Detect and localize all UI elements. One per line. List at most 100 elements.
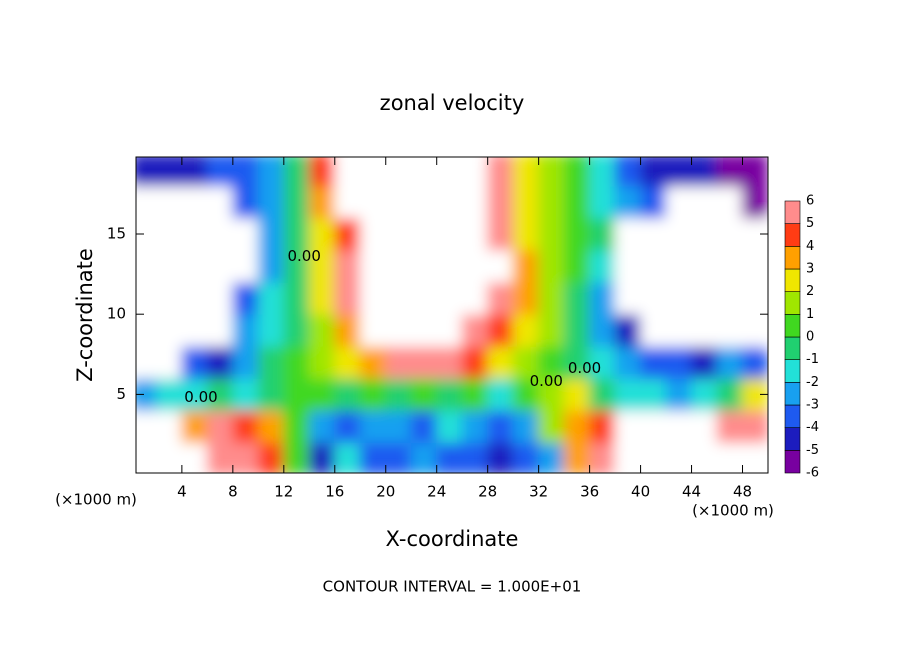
cell bbox=[334, 185, 361, 219]
cell bbox=[206, 217, 234, 251]
cell bbox=[461, 249, 489, 283]
cell bbox=[716, 157, 744, 187]
cell bbox=[232, 409, 259, 444]
cell bbox=[206, 442, 234, 473]
x-tick-label: 20 bbox=[376, 483, 395, 501]
cell bbox=[512, 377, 540, 411]
cell bbox=[232, 157, 259, 187]
cell bbox=[461, 409, 489, 444]
cell bbox=[538, 345, 565, 379]
cells bbox=[136, 157, 768, 473]
cell bbox=[334, 217, 361, 251]
cell bbox=[589, 185, 616, 219]
cell bbox=[181, 217, 208, 251]
contour-label: 0.00 bbox=[568, 359, 601, 377]
cell bbox=[716, 313, 744, 347]
cell bbox=[181, 281, 208, 315]
cell bbox=[563, 313, 591, 347]
cell bbox=[257, 185, 285, 219]
colorbar-label: -5 bbox=[806, 443, 819, 458]
cell bbox=[742, 249, 768, 283]
cell bbox=[589, 157, 616, 187]
cell bbox=[283, 409, 310, 444]
cell bbox=[487, 249, 514, 283]
colorbar-swatch bbox=[784, 404, 801, 428]
cell bbox=[359, 185, 387, 219]
cell bbox=[640, 217, 667, 251]
cell bbox=[257, 442, 285, 473]
cell bbox=[410, 157, 438, 187]
cell bbox=[359, 217, 387, 251]
cell bbox=[563, 345, 591, 379]
cell bbox=[257, 249, 285, 283]
cell bbox=[155, 157, 183, 187]
colorbar-label: -4 bbox=[806, 420, 819, 435]
cell bbox=[512, 185, 540, 219]
cell bbox=[206, 345, 234, 379]
field bbox=[136, 157, 768, 473]
cell bbox=[308, 345, 336, 379]
cell bbox=[359, 442, 387, 473]
cell bbox=[334, 157, 361, 187]
cell bbox=[334, 377, 361, 411]
cell bbox=[512, 442, 540, 473]
cell bbox=[487, 185, 514, 219]
cell bbox=[410, 377, 438, 411]
cell bbox=[283, 377, 310, 411]
cell bbox=[334, 345, 361, 379]
cell bbox=[640, 281, 667, 315]
cell bbox=[410, 313, 438, 347]
cell bbox=[136, 313, 157, 347]
x-unit: (×1000 m) bbox=[55, 491, 137, 509]
cell bbox=[283, 249, 310, 283]
cell bbox=[283, 281, 310, 315]
colorbar-swatch bbox=[784, 336, 801, 360]
cell bbox=[410, 281, 438, 315]
cell bbox=[257, 281, 285, 315]
cell bbox=[563, 281, 591, 315]
colorbar-swatch bbox=[784, 291, 801, 315]
cell bbox=[487, 377, 514, 411]
cell bbox=[665, 377, 693, 411]
cell bbox=[181, 249, 208, 283]
cell bbox=[487, 217, 514, 251]
cell bbox=[436, 157, 463, 187]
cell bbox=[614, 442, 642, 473]
cell bbox=[691, 313, 718, 347]
cell bbox=[436, 217, 463, 251]
cell bbox=[232, 313, 259, 347]
cell bbox=[436, 281, 463, 315]
cell bbox=[563, 157, 591, 187]
colorbar-swatch bbox=[784, 200, 801, 224]
cell bbox=[308, 217, 336, 251]
colorbar-label: 1 bbox=[806, 307, 814, 322]
cell bbox=[155, 281, 183, 315]
cell bbox=[589, 313, 616, 347]
cell bbox=[640, 377, 667, 411]
cell bbox=[232, 185, 259, 219]
x-tick-label: 8 bbox=[228, 483, 238, 501]
cell bbox=[283, 157, 310, 187]
cell bbox=[410, 409, 438, 444]
cell bbox=[257, 313, 285, 347]
cell bbox=[512, 409, 540, 444]
colorbar-swatch bbox=[784, 359, 801, 383]
cell bbox=[563, 409, 591, 444]
cell bbox=[563, 249, 591, 283]
cell bbox=[665, 217, 693, 251]
cell bbox=[461, 185, 489, 219]
cell bbox=[436, 345, 463, 379]
cell bbox=[155, 249, 183, 283]
cell bbox=[181, 313, 208, 347]
cell bbox=[136, 409, 157, 444]
cell bbox=[385, 217, 412, 251]
cell bbox=[691, 377, 718, 411]
cell bbox=[136, 185, 157, 219]
cell bbox=[283, 345, 310, 379]
cell bbox=[589, 409, 616, 444]
cell bbox=[308, 442, 336, 473]
colorbar-swatch bbox=[784, 223, 801, 247]
cell bbox=[283, 185, 310, 219]
cell bbox=[385, 313, 412, 347]
